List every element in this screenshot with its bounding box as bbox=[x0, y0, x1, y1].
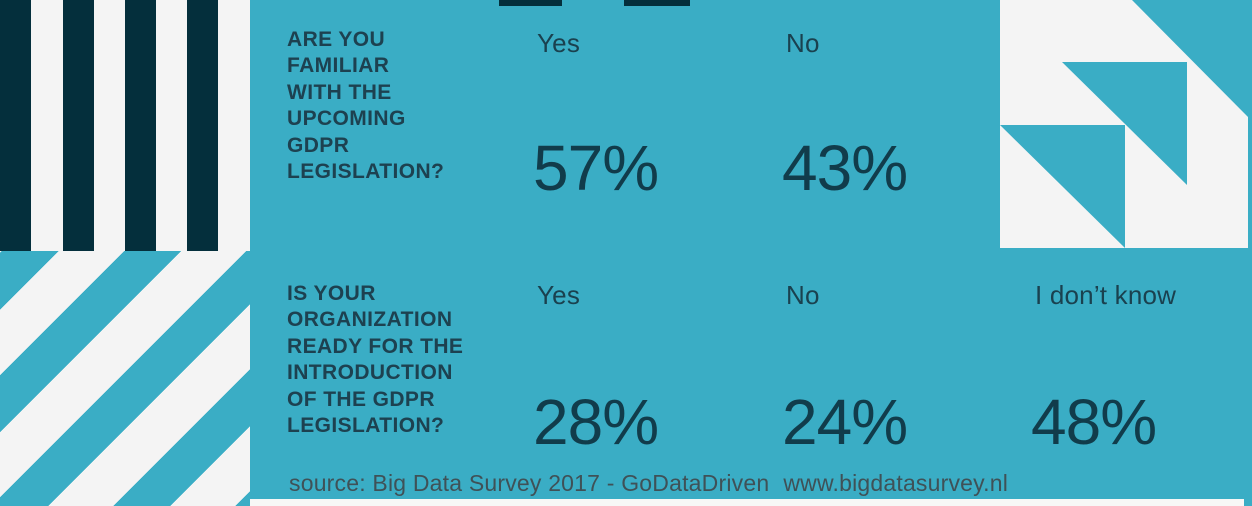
corner-triangle bbox=[1132, 0, 1248, 117]
question-2-line: INTRODUCTION bbox=[287, 361, 453, 385]
question-2-line: IS YOUR bbox=[287, 282, 376, 305]
question-1-line: LEGISLATION? bbox=[287, 160, 445, 184]
question-2-line: LEGISLATION? bbox=[287, 414, 445, 438]
question-2-text: IS YOUR ORGANIZATION READY FOR THE INTRO… bbox=[287, 281, 463, 439]
question-1-line: FAMILIAR bbox=[287, 54, 390, 78]
source-attribution: source: Big Data Survey 2017 - GoDataDri… bbox=[289, 470, 1008, 497]
question-2-line: ORGANIZATION bbox=[287, 308, 453, 332]
q2-dontknow-label: I don’t know bbox=[1035, 280, 1177, 310]
vertical-bars-pattern bbox=[0, 0, 250, 251]
q2-yes-label: Yes bbox=[537, 280, 581, 310]
question-1-line: UPCOMING bbox=[287, 107, 406, 131]
source-url: www.bigdatasurvey.nl bbox=[783, 470, 1009, 496]
q1-no-label: No bbox=[786, 28, 820, 58]
source-text: source: Big Data Survey 2017 - GoDataDri… bbox=[289, 470, 770, 496]
question-1-line: GDPR bbox=[287, 133, 350, 157]
dark-bar bbox=[125, 0, 156, 251]
question-1-line: ARE YOU bbox=[287, 28, 386, 51]
q2-no-label: No bbox=[786, 280, 820, 310]
question-2-line: OF THE GDPR bbox=[287, 387, 435, 411]
diagonal-stripes-pattern bbox=[0, 251, 250, 506]
q1-yes-value: 57% bbox=[533, 132, 659, 204]
cropped-graphic-remnant bbox=[624, 0, 690, 6]
page-bottom-margin bbox=[250, 499, 1244, 506]
dark-bar bbox=[63, 0, 94, 251]
question-2-line: READY FOR THE bbox=[287, 334, 464, 358]
lower-triangle bbox=[1000, 125, 1125, 248]
q1-yes-label: Yes bbox=[537, 28, 581, 58]
dark-bar bbox=[0, 0, 31, 251]
q2-yes-value: 28% bbox=[533, 386, 659, 458]
question-1-line: WITH THE bbox=[287, 80, 392, 104]
middle-triangle bbox=[1062, 62, 1187, 185]
dark-bar bbox=[187, 0, 218, 251]
q2-no-value: 24% bbox=[782, 386, 908, 458]
question-1-text: ARE YOU FAMILIAR WITH THE UPCOMING GDPR … bbox=[287, 27, 444, 185]
q1-no-value: 43% bbox=[782, 132, 908, 204]
triangle-arrows-graphic bbox=[1000, 0, 1248, 248]
cropped-graphic-remnant bbox=[499, 0, 562, 6]
q2-dontknow-value: 48% bbox=[1031, 386, 1157, 458]
